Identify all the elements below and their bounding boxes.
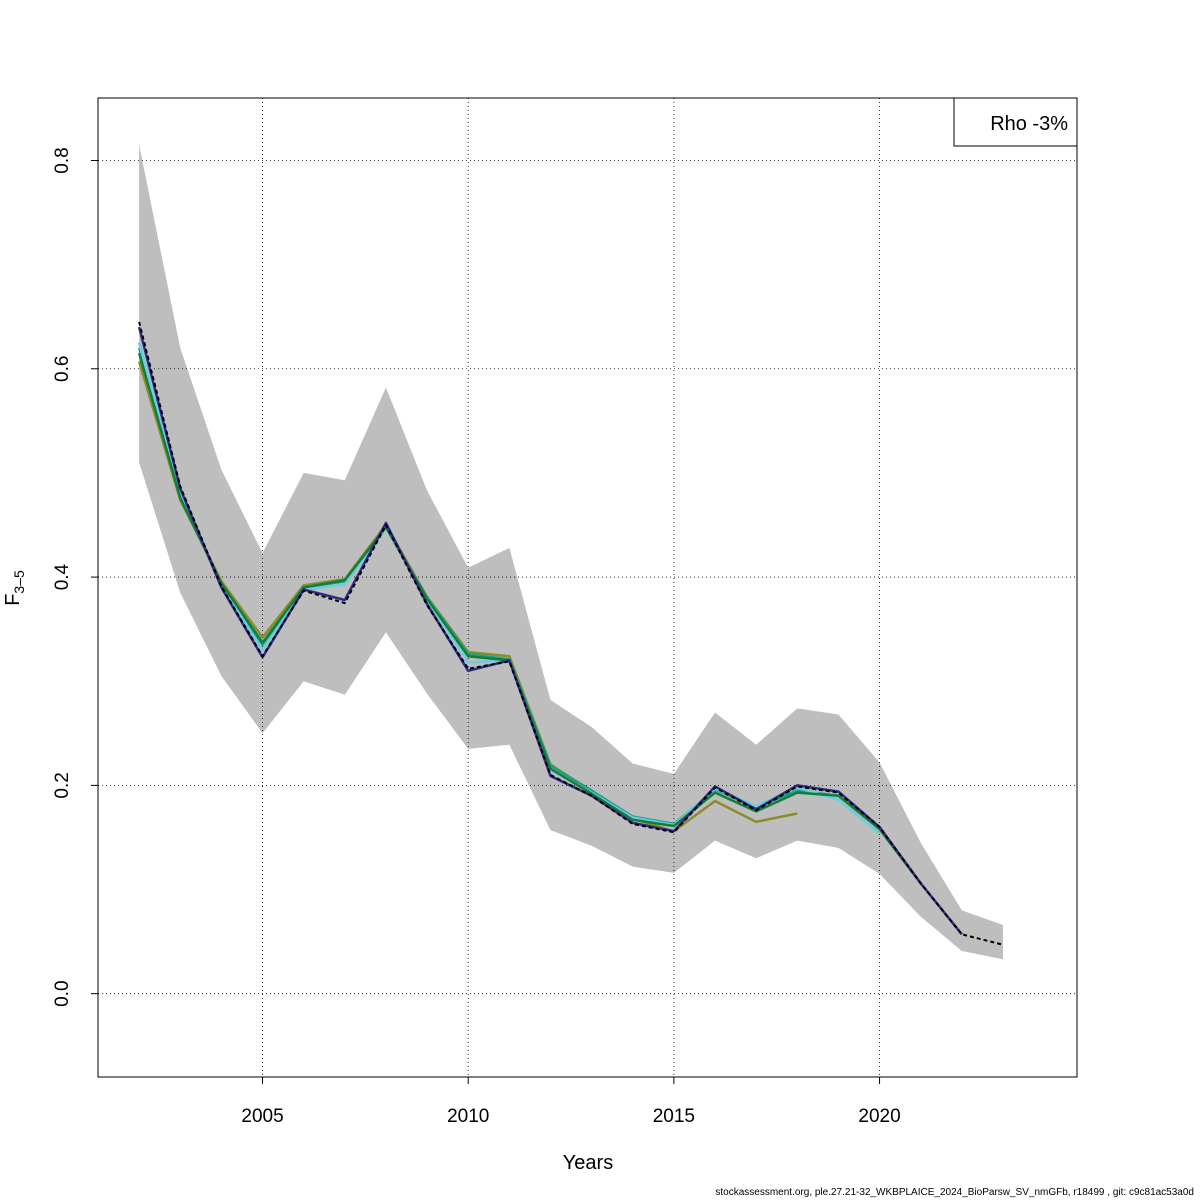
- y-tick-label: 0.0: [52, 980, 73, 1006]
- x-tick-label: 2010: [447, 1106, 489, 1127]
- x-tick-label: 2015: [653, 1106, 695, 1127]
- y-axis-label-subscript: 3–5: [11, 570, 27, 594]
- x-tick-label: 2020: [858, 1106, 900, 1127]
- legend-box: [953, 97, 1078, 147]
- x-tick-label: 2005: [241, 1106, 283, 1127]
- legend: Rho -3%: [953, 97, 1078, 147]
- y-tick-label: 0.2: [52, 772, 73, 798]
- legend-text: Rho -3%: [990, 113, 1068, 135]
- svg-text:F3–5: F3–5: [2, 570, 27, 606]
- y-axis: 0.0 0.2 0.4 0.6 0.8: [52, 147, 98, 1007]
- y-tick-label: 0.6: [52, 356, 73, 382]
- y-axis-label: F3–5: [2, 570, 27, 606]
- y-tick-label: 0.8: [52, 147, 73, 173]
- footer-credit: stockassessment.org, ple.27.21-32_WKBPLA…: [715, 1187, 1194, 1198]
- confidence-band-layer: [139, 144, 1003, 960]
- y-axis-label-main: F: [2, 594, 24, 606]
- y-tick-label: 0.4: [52, 563, 73, 590]
- series-line-6: [138, 321, 1004, 946]
- series-layer: [137, 321, 1004, 946]
- plot-frame: [97, 97, 1078, 1078]
- confidence-band: [139, 144, 1003, 960]
- x-axis-label: Years: [563, 1152, 613, 1174]
- x-axis: 2005 2010 2015 2020: [241, 1077, 901, 1127]
